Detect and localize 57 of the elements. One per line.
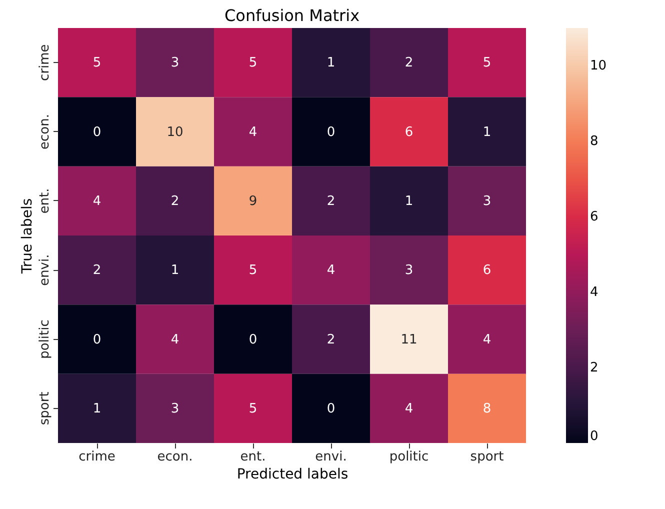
data-label: 11	[400, 332, 418, 348]
y-tick-label: ent.	[38, 188, 52, 214]
y-tick-label: envi.	[38, 254, 52, 286]
data-label: 2	[404, 56, 414, 71]
data-label: 5	[248, 401, 258, 416]
data-label: 5	[248, 56, 258, 71]
data-label: 6	[404, 124, 414, 140]
data-label: 2	[92, 263, 102, 278]
data-label: 1	[170, 263, 180, 278]
x-axis-title: Predicted labels	[236, 466, 348, 482]
color-bar-label: 8	[590, 134, 598, 150]
data-label: 1	[404, 194, 414, 209]
data-label: 3	[404, 263, 414, 278]
data-label: 2	[326, 332, 336, 348]
x-tick-label: politic	[389, 450, 429, 464]
data-label: 3	[482, 194, 492, 209]
data-label: 4	[248, 124, 258, 140]
chart-title: Confusion Matrix	[224, 6, 360, 25]
data-label: 0	[326, 401, 336, 416]
y-tick-label: sport	[38, 392, 52, 426]
data-label: 5	[248, 263, 258, 278]
data-label: 4	[92, 194, 102, 209]
y-tick-label: econ.	[38, 114, 52, 150]
data-label: 5	[482, 56, 492, 71]
data-label: 0	[92, 124, 102, 140]
data-label: 2	[326, 194, 336, 209]
data-label: 6	[482, 263, 492, 278]
data-label: 4	[170, 332, 180, 348]
data-label: 1	[92, 401, 102, 416]
x-tick-label: ent.	[240, 450, 266, 464]
data-label: 5	[92, 56, 102, 71]
data-label: 3	[170, 401, 180, 416]
data-label: 0	[326, 124, 336, 140]
y-axis-title: True labels	[20, 198, 36, 275]
data-label: 0	[248, 332, 258, 348]
data-label: 8	[482, 401, 492, 416]
x-tick-label: envi.	[315, 450, 347, 464]
data-label: 1	[482, 124, 492, 140]
data-label: 10	[166, 124, 184, 140]
x-tick-label: sport	[470, 450, 504, 464]
data-label: 0	[92, 332, 102, 348]
y-tick-label: crime	[38, 44, 52, 81]
data-label: 4	[482, 332, 492, 348]
color-bar-label: 0	[590, 429, 598, 444]
data-label: 9	[248, 194, 258, 209]
data-label: 4	[326, 263, 336, 278]
color-bar-label: 6	[590, 210, 598, 225]
color-bar-label: 4	[590, 285, 598, 300]
color-bar-label: 10	[590, 58, 607, 74]
color-bar-label: 2	[590, 360, 598, 376]
data-label: 3	[170, 56, 180, 71]
data-label: 2	[170, 194, 180, 209]
y-tick-label: politic	[38, 320, 52, 359]
data-label: 4	[404, 401, 414, 416]
x-tick-label: econ.	[157, 450, 193, 464]
x-tick-label: crime	[78, 450, 116, 464]
data-label: 1	[326, 56, 336, 71]
